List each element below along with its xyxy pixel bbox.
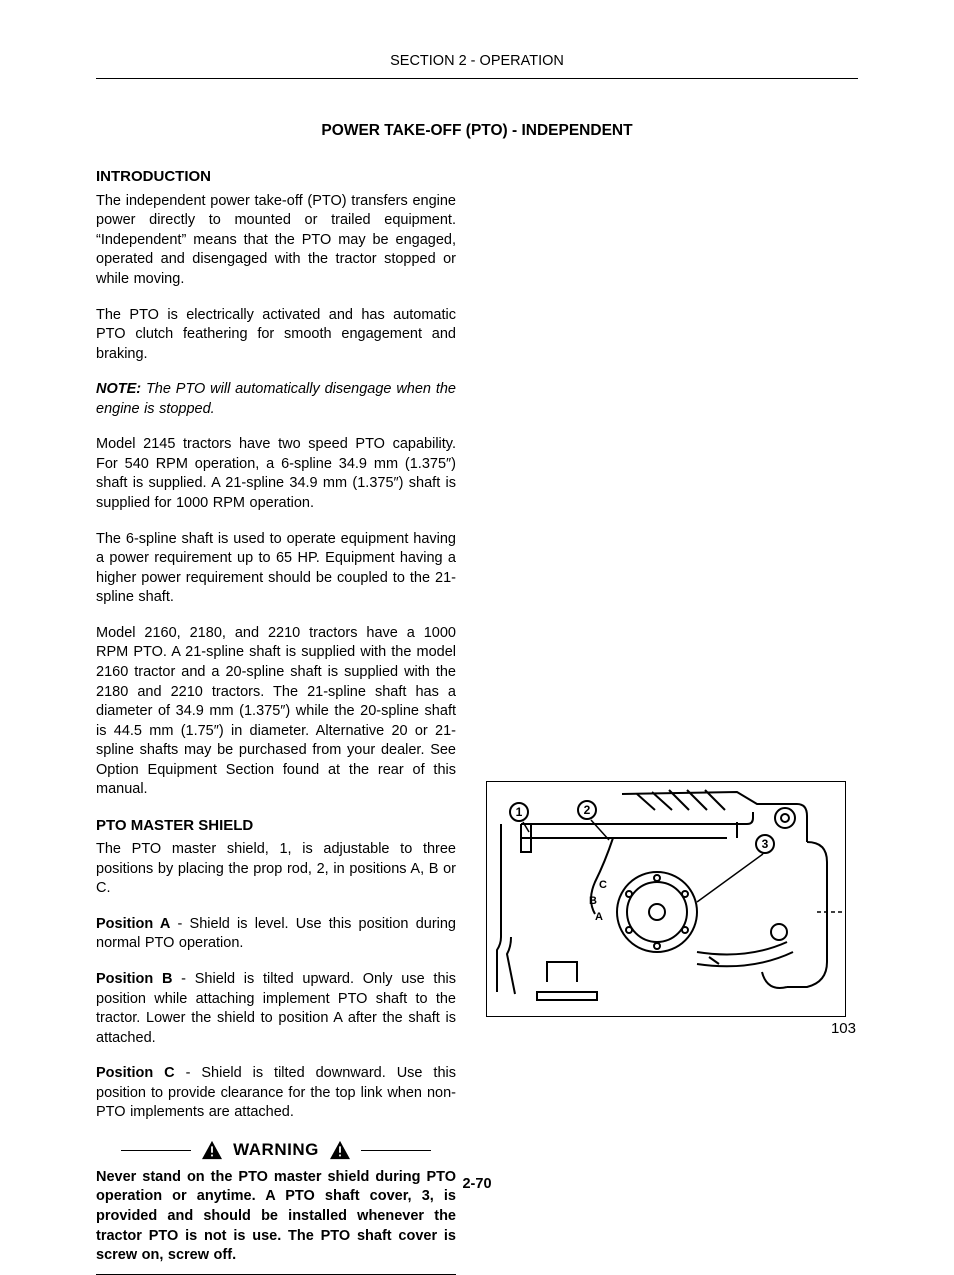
shield-heading: PTO MASTER SHIELD — [96, 816, 456, 836]
position-c-label: Position C — [96, 1065, 175, 1081]
intro-paragraph-1: The independent power take-off (PTO) tra… — [96, 192, 456, 290]
warning-rule-right — [361, 1150, 431, 1152]
position-a-label: Position A — [96, 916, 170, 932]
position-b-label: Position B — [96, 971, 172, 987]
figure-svg — [487, 782, 845, 1016]
left-column: INTRODUCTION The independent power take-… — [96, 167, 456, 1274]
note-label: NOTE: — [96, 381, 141, 397]
page-title: POWER TAKE-OFF (PTO) - INDEPENDENT — [96, 121, 858, 142]
warning-triangle-icon — [329, 1140, 351, 1160]
warning-rule-left — [121, 1150, 191, 1152]
warning-header-row: WARNING — [96, 1139, 456, 1162]
two-column-layout: INTRODUCTION The independent power take-… — [96, 167, 858, 1274]
page-number: 2-70 — [0, 1175, 954, 1195]
figure-label-a: A — [595, 910, 603, 925]
shield-paragraph-1: The PTO master shield, 1, is adjustable … — [96, 840, 456, 899]
intro-paragraph-2: The PTO is electrically activated and ha… — [96, 306, 456, 365]
position-c: Position C - Shield is tilted downward. … — [96, 1064, 456, 1123]
right-column: 1 2 3 A B C 103 — [486, 167, 858, 1274]
intro-note: NOTE: The PTO will automatically disenga… — [96, 380, 456, 419]
intro-paragraph-3: Model 2145 tractors have two speed PTO c… — [96, 435, 456, 513]
intro-paragraph-4: The 6-spline shaft is used to operate eq… — [96, 530, 456, 608]
figure-caption: 103 — [486, 1019, 858, 1039]
warning-triangle-icon — [201, 1140, 223, 1160]
position-a: Position A - Shield is level. Use this p… — [96, 915, 456, 954]
intro-paragraph-5: Model 2160, 2180, and 2210 tractors have… — [96, 624, 456, 800]
figure-label-b: B — [589, 894, 597, 909]
section-header: SECTION 2 - OPERATION — [96, 52, 858, 79]
warning-label: WARNING — [233, 1139, 319, 1162]
position-b: Position B - Shield is tilted upward. On… — [96, 970, 456, 1048]
introduction-heading: INTRODUCTION — [96, 167, 456, 187]
figure-label-c: C — [599, 878, 607, 893]
pto-shield-figure: 1 2 3 A B C — [486, 781, 846, 1017]
note-body: The PTO will automatically disengage whe… — [96, 381, 456, 417]
